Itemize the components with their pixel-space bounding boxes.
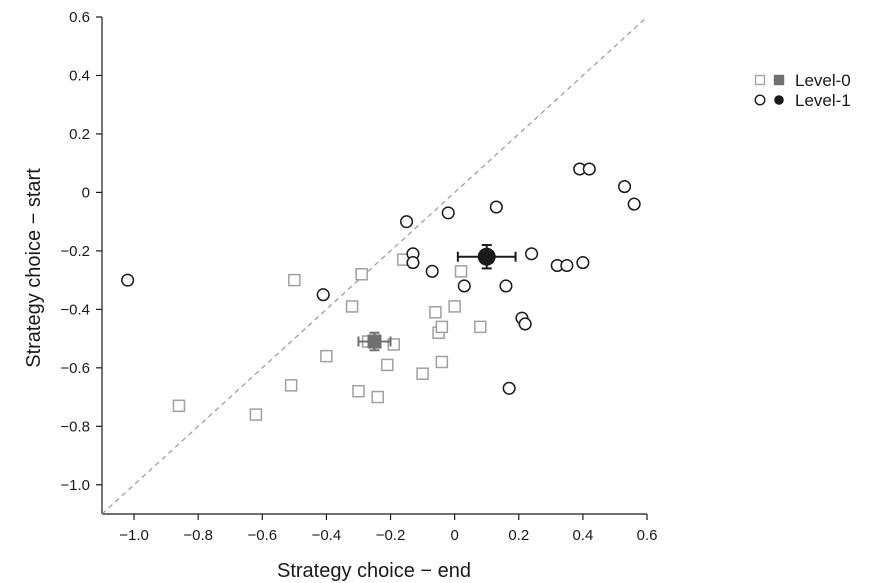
- data-point-circle: [425, 264, 439, 278]
- data-point-square: [355, 268, 368, 281]
- y-tick-label: −1.0: [60, 477, 90, 494]
- data-point-circle: [400, 215, 414, 229]
- y-tick-label: 0.2: [69, 126, 90, 143]
- data-point-square: [288, 273, 301, 287]
- mean-marker-level1: [456, 244, 517, 270]
- legend-label-level0: Level-0: [795, 71, 851, 90]
- data-point-circle: [518, 317, 532, 331]
- data-point-square: [429, 306, 442, 319]
- data-point-square: [352, 384, 365, 398]
- y-tick-label: 0: [82, 184, 90, 201]
- data-point-square: [284, 379, 298, 392]
- data-point-circle: [576, 256, 590, 270]
- x-tick-label: 0.6: [637, 527, 658, 544]
- series-level0: [172, 253, 487, 421]
- mean-marker-level0: [357, 331, 392, 352]
- data-point-circle: [406, 256, 420, 270]
- data-point-circle: [502, 381, 516, 395]
- y-tick-label: −0.8: [60, 418, 90, 435]
- data-point-circle: [457, 279, 471, 293]
- data-point-square: [387, 338, 400, 351]
- legend: Level-0 Level-1: [754, 71, 851, 110]
- data-point-circle: [525, 247, 539, 261]
- y-tick-label: 0.6: [69, 9, 90, 26]
- identity-reference-line: [101, 16, 648, 515]
- data-point-square: [345, 300, 359, 313]
- data-point-circle: [316, 288, 330, 302]
- x-tick-label: 0.2: [508, 527, 529, 544]
- y-tick-label: −0.4: [60, 301, 90, 318]
- y-tick-label: 0.4: [69, 67, 90, 84]
- series-level1: [121, 162, 641, 395]
- data-point-square: [448, 300, 461, 313]
- data-point-square: [454, 265, 468, 278]
- x-tick-label: −0.4: [312, 527, 342, 544]
- y-tick-label: −0.2: [60, 243, 90, 260]
- data-point-circle: [499, 279, 513, 293]
- x-tick-label: −0.8: [183, 527, 213, 544]
- legend-level0-filled-square: [773, 74, 785, 86]
- legend-level1-open-circle: [754, 94, 766, 106]
- legend-level1-filled-circle: [774, 95, 784, 105]
- mean-point-square: [367, 334, 382, 349]
- data-point-square: [172, 399, 186, 413]
- y-ticks: 0.6 0.4 0.2 0 −0.2 −0.4 −0.6 −0.8 −1.0: [60, 9, 102, 494]
- x-tick-label: 0.4: [572, 527, 593, 544]
- series-layer: [121, 162, 641, 421]
- x-axis-label: Strategy choice − end: [277, 560, 471, 582]
- x-tick-label: 0: [450, 527, 458, 544]
- data-point-square: [371, 390, 384, 404]
- data-point-circle: [627, 197, 641, 211]
- data-point-circle: [560, 258, 574, 273]
- data-point-circle: [582, 162, 596, 176]
- data-point-square: [435, 355, 449, 369]
- y-axis-label: Strategy choice − start: [23, 168, 45, 368]
- x-tick-label: −0.6: [247, 527, 277, 544]
- data-point-square: [249, 408, 263, 421]
- axes: [101, 17, 647, 515]
- data-point-circle: [441, 206, 455, 220]
- data-point-square: [416, 367, 429, 380]
- data-point-square: [381, 358, 394, 372]
- data-point-circle: [489, 200, 503, 214]
- data-point-square: [320, 349, 333, 363]
- y-tick-label: −0.6: [60, 360, 90, 377]
- x-tick-label: −1.0: [119, 527, 149, 544]
- mean-layer: [357, 244, 517, 352]
- x-ticks: −1.0 −0.8 −0.6 −0.4 −0.2 0 0.2 0.4 0.6: [119, 514, 657, 544]
- legend-level0-open-square: [754, 74, 766, 86]
- x-tick-label: −0.2: [376, 527, 406, 544]
- data-point-circle: [121, 273, 135, 287]
- data-point-square: [435, 320, 449, 334]
- legend-label-level1: Level-1: [795, 91, 851, 110]
- data-point-square: [474, 320, 487, 334]
- mean-point-circle: [477, 247, 496, 266]
- data-point-circle: [618, 180, 632, 194]
